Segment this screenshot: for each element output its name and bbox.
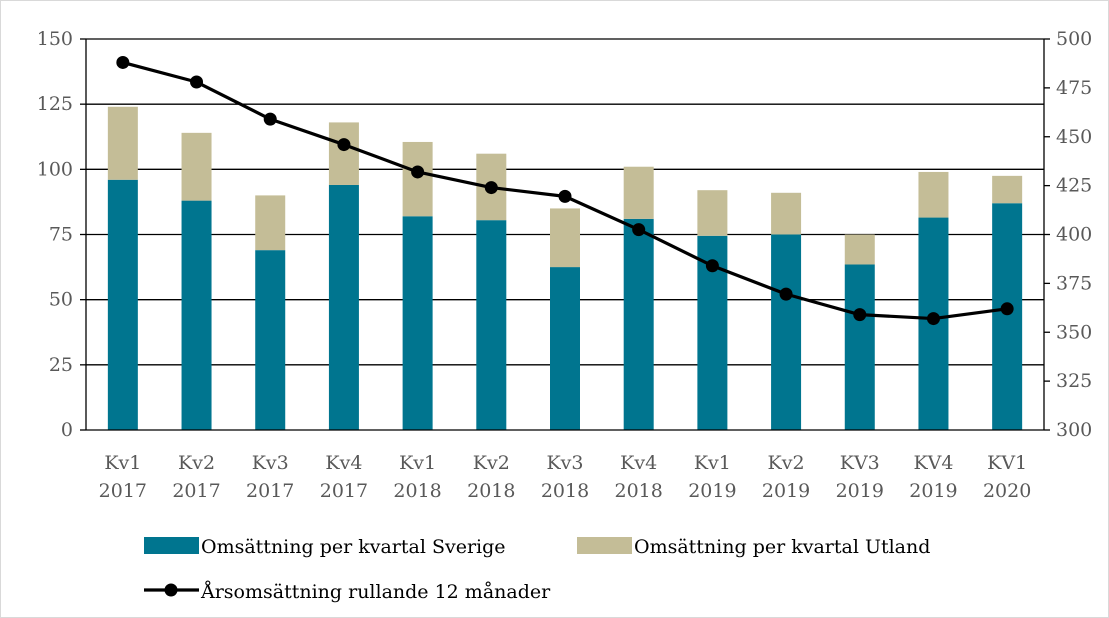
bar-sverige [771, 234, 802, 430]
bar-sverige [107, 179, 138, 430]
right-tick-label: 500 [1056, 28, 1092, 50]
legend-swatch-sverige [144, 537, 199, 554]
x-tick-label: KV1 2020 [983, 452, 1031, 502]
x-tick-label: Kv3 2017 [246, 452, 294, 502]
right-tick-label: 450 [1056, 126, 1092, 148]
bar-sverige [181, 200, 212, 430]
right-tick-label: 400 [1056, 224, 1092, 246]
left-tick-label: 100 [37, 158, 73, 180]
bar-utland [771, 192, 802, 235]
line-point [558, 189, 572, 203]
left-tick-label: 75 [49, 224, 73, 246]
right-tick-label: 375 [1056, 272, 1092, 294]
line-point [190, 75, 204, 89]
legend: Omsättning per kvartal Sverige Omsättning… [144, 536, 930, 603]
line-point [779, 287, 793, 301]
x-tick-label: Kv1 2019 [688, 452, 736, 502]
bar-utland [328, 122, 359, 185]
line-point [1000, 302, 1014, 316]
line-point [632, 223, 646, 237]
right-tick-label: 425 [1056, 175, 1092, 197]
left-axis-ticks: 0 25 50 75 100 125 150 [37, 28, 86, 441]
x-tick-label: Kv2 2017 [172, 452, 220, 502]
right-tick-label: 300 [1056, 419, 1092, 441]
bar-utland [623, 166, 654, 219]
legend-label-rolling: Årsomsättning rullande 12 månader [200, 581, 551, 603]
line-point [705, 259, 719, 273]
bar-utland [181, 132, 212, 201]
x-tick-label: Kv2 2019 [762, 452, 810, 502]
left-tick-label: 125 [37, 93, 73, 115]
legend-swatch-utland [577, 537, 632, 554]
x-axis-labels: Kv1 2017 Kv2 2017 Kv3 2017 Kv4 2017 Kv1 2018 Kv2 20… [99, 452, 1032, 502]
line-point [926, 312, 940, 326]
x-tick-label: Kv1 2018 [393, 452, 441, 502]
right-tick-label: 475 [1056, 77, 1092, 99]
bar-utland [402, 141, 433, 217]
legend-label-sverige: Omsättning per kvartal Sverige [201, 536, 506, 558]
bar-utland [992, 175, 1023, 204]
line-point [337, 138, 351, 152]
left-tick-label: 0 [61, 419, 73, 441]
bar-sverige [476, 220, 507, 430]
line-point [484, 181, 498, 195]
left-tick-label: 150 [37, 28, 73, 50]
bar-sverige [992, 203, 1023, 430]
bar-sverige [402, 216, 433, 430]
x-tick-label: Kv4 2017 [320, 452, 368, 502]
bars [107, 106, 1023, 430]
left-tick-label: 50 [49, 289, 73, 311]
bar-utland [844, 234, 875, 265]
bar-utland [550, 208, 580, 268]
x-tick-label: KV3 2019 [836, 452, 884, 502]
legend-swatch-marker [164, 583, 178, 597]
bar-sverige [844, 264, 875, 430]
line-point [411, 165, 425, 179]
bar-sverige [255, 250, 286, 430]
bar-utland [255, 195, 286, 251]
x-tick-label: Kv1 2017 [99, 452, 147, 502]
x-tick-label: Kv4 2018 [615, 452, 663, 502]
bar-sverige [550, 267, 580, 430]
right-tick-label: 350 [1056, 321, 1092, 343]
line-point [263, 112, 277, 126]
x-tick-label: Kv2 2018 [467, 452, 515, 502]
bar-utland [107, 106, 138, 180]
bar-sverige [623, 218, 654, 430]
bar-sverige [328, 184, 359, 430]
line-point [853, 308, 867, 322]
bar-utland [918, 171, 949, 218]
x-tick-label: KV4 2019 [909, 452, 957, 502]
line-point [116, 55, 130, 69]
bar-utland [697, 190, 728, 236]
legend-label-utland: Omsättning per kvartal Utland [634, 536, 930, 558]
right-axis-ticks: 300 325 350 375 400 425 450 475 500 [1044, 28, 1092, 441]
x-tick-label: Kv3 2018 [541, 452, 589, 502]
right-tick-label: 325 [1056, 370, 1092, 392]
rolling-line [116, 55, 1014, 326]
left-tick-label: 25 [49, 354, 73, 376]
